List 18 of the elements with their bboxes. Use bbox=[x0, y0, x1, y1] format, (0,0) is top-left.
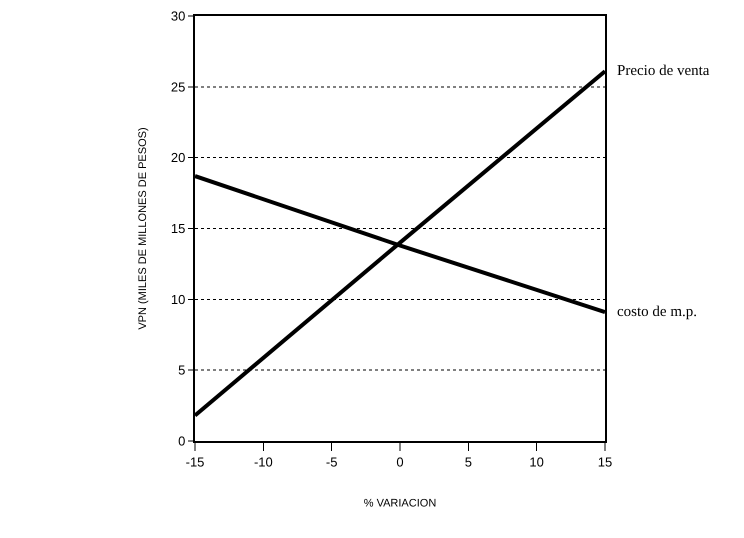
y-tick-label: 0 bbox=[178, 434, 186, 449]
x-tick-label: -5 bbox=[326, 454, 338, 470]
y-tick-label: 15 bbox=[170, 221, 186, 236]
x-tick-label: -10 bbox=[254, 454, 273, 470]
series-label: costo de m.p. bbox=[617, 304, 697, 320]
x-axis-title: % VARIACION bbox=[364, 497, 436, 510]
y-tick-label: 25 bbox=[170, 79, 186, 94]
y-tick-label: 30 bbox=[170, 8, 186, 24]
x-tick-label: 0 bbox=[396, 454, 404, 470]
x-tick-label: -15 bbox=[186, 454, 204, 470]
x-tick-label: 15 bbox=[598, 454, 612, 470]
y-tick-label: 20 bbox=[170, 150, 186, 166]
y-tick-label: 10 bbox=[170, 292, 186, 307]
x-tick-label: 5 bbox=[464, 454, 472, 470]
x-tick-label: 10 bbox=[529, 454, 544, 470]
series-label: Precio de venta bbox=[617, 63, 710, 79]
y-axis-title: VPN (MILES DE MILLONES DE PESOS) bbox=[137, 127, 150, 330]
y-tick-label: 5 bbox=[178, 362, 186, 378]
